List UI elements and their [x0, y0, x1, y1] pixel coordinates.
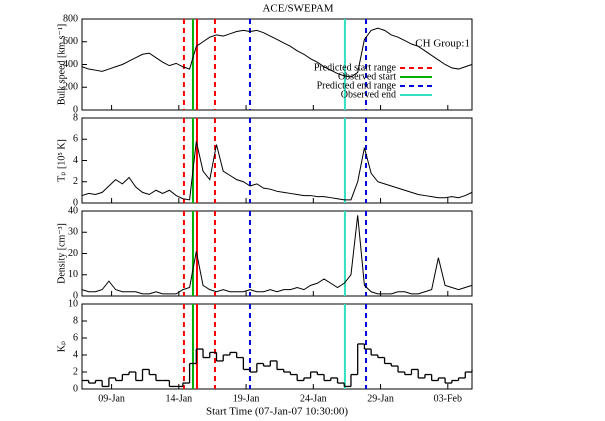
y-tick-label: 0 [73, 104, 78, 115]
y-axis-label: Tₚ [10⁵ K] [56, 139, 67, 182]
legend-label: Predicted end range [317, 80, 397, 91]
y-tick-label: 4 [73, 349, 78, 360]
y-tick-label: 400 [63, 59, 78, 70]
y-tick-label: 8 [73, 315, 78, 326]
data-line [81, 215, 473, 295]
y-tick-label: 20 [68, 248, 78, 259]
x-tick-label: 03-Feb [434, 393, 462, 404]
y-tick-label: 0 [73, 197, 78, 208]
chart-title: ACE/SWEPAM [262, 3, 333, 15]
y-tick-label: 10 [68, 298, 78, 309]
y-tick-label: 10 [68, 269, 78, 280]
y-tick-label: 30 [68, 227, 78, 238]
x-tick-label: 24-Jan [300, 393, 327, 404]
y-tick-label: 0 [73, 383, 78, 394]
y-tick-label: 2 [73, 366, 78, 377]
y-tick-label: 600 [63, 36, 78, 47]
legend-label: Observed start [338, 71, 396, 82]
data-line [81, 27, 473, 78]
data-line [81, 141, 473, 201]
plot-frame [81, 303, 473, 390]
y-tick-label: 6 [73, 332, 78, 343]
y-axis-label: Kₚ [56, 341, 67, 353]
x-tick-label: 09-Jan [98, 393, 125, 404]
y-tick-label: 200 [63, 82, 78, 93]
x-tick-label: 19-Jan [233, 393, 260, 404]
y-axis-label: Density [cm⁻³] [56, 223, 67, 284]
y-tick-label: 2 [73, 176, 78, 187]
x-tick-label: 14-Jan [165, 393, 192, 404]
legend-label: Observed end [341, 89, 396, 100]
x-axis-label: Start Time (07-Jan-07 10:30:00) [206, 406, 348, 418]
y-tick-label: 40 [68, 205, 78, 216]
y-axis-label: Bulk speed [km s⁻¹] [56, 24, 67, 105]
legend-label: Predicted start range [314, 62, 397, 73]
plot-frame [81, 18, 473, 111]
annotation: CH Group:1 [415, 38, 470, 50]
y-tick-label: 6 [73, 134, 78, 145]
plot-frame [81, 210, 473, 297]
y-tick-label: 0 [73, 290, 78, 301]
y-tick-label: 8 [73, 112, 78, 123]
y-tick-label: 800 [63, 13, 78, 24]
x-tick-label: 29-Jan [367, 393, 394, 404]
y-tick-label: 4 [73, 155, 78, 166]
